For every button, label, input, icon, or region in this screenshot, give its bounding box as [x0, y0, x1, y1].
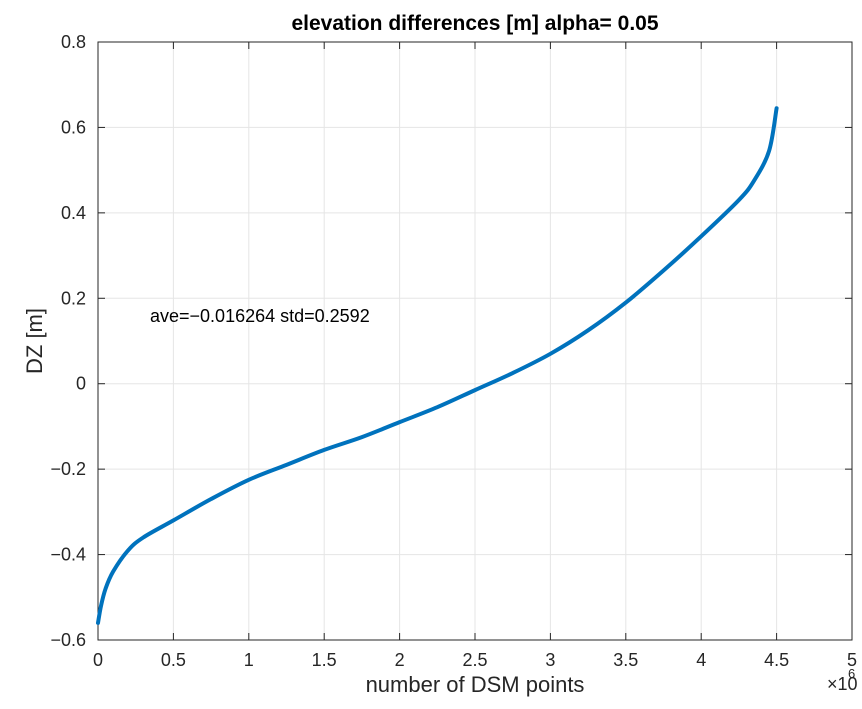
y-tick-label: −0.6 [50, 630, 86, 650]
x-tick-label: 3 [545, 650, 555, 670]
stats-annotation: ave=−0.016264 std=0.2592 [150, 306, 370, 326]
x-tick-label: 3.5 [613, 650, 638, 670]
x-tick-labels: 0 0.5 1 1.5 2 2.5 3 3.5 4 4.5 5 [93, 650, 857, 670]
x-tick-label: 1.5 [312, 650, 337, 670]
y-tick-labels: −0.6 −0.4 −0.2 0 0.2 0.4 0.6 0.8 [50, 32, 86, 650]
x-tick-label: 4 [696, 650, 706, 670]
y-tick-label: 0.6 [61, 117, 86, 137]
x-tick-label: 1 [244, 650, 254, 670]
x-tick-label: 2 [395, 650, 405, 670]
x-tick-label: 2.5 [462, 650, 487, 670]
series-line [96, 106, 779, 625]
x-tick-label: 0 [93, 650, 103, 670]
y-tick-label: −0.4 [50, 545, 86, 565]
x-axis-label: number of DSM points [366, 672, 585, 697]
x-exponent-base: ×10 [827, 674, 858, 694]
axes-box [97, 41, 853, 641]
y-tick-label: 0 [76, 374, 86, 394]
y-axis-label: DZ [m] [22, 308, 47, 374]
chart-title: elevation differences [m] alpha= 0.05 [291, 12, 658, 35]
y-tick-label: 0.2 [61, 288, 86, 308]
y-tick-label: 0.8 [61, 32, 86, 52]
x-exponent-power: 6 [848, 666, 855, 681]
y-tick-label: 0.4 [61, 203, 86, 223]
x-tick-label: 4.5 [764, 650, 789, 670]
x-tick-label: 0.5 [161, 650, 186, 670]
x-tick-label: 5 [847, 650, 857, 670]
axes [97, 41, 853, 641]
y-tick-label: −0.2 [50, 459, 86, 479]
